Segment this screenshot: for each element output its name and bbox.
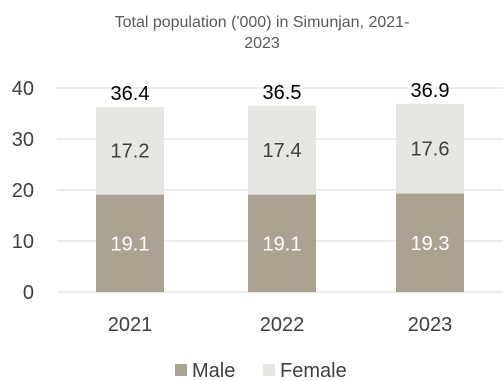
data-label-female-2021: 17.2 [111,141,150,163]
legend-swatch-female [263,364,275,376]
x-axis: 2021 2022 2023 [108,314,453,336]
y-axis: 0 10 20 30 40 [12,78,34,304]
y-tick-label: 30 [12,129,34,151]
data-label-female-2023: 17.6 [411,139,450,161]
bars: 19.1 17.2 36.4 19.1 17.4 36.5 19.3 17.6 36.9 [96,80,464,292]
chart-title-line-2: 2023 [244,35,280,52]
bar-female-2023 [396,103,464,194]
bar-female-2022 [248,105,316,195]
bar-male-2021 [96,194,164,292]
total-label-2021: 36.4 [111,83,150,105]
data-label-male-2023: 19.3 [411,233,450,255]
legend-label-female: Female [280,360,347,381]
y-tick-label: 40 [12,78,34,100]
bar-female-2021 [96,106,164,195]
bar-male-2022 [248,194,316,292]
total-label-2022: 36.5 [263,82,302,104]
x-tick-label: 2022 [260,314,305,336]
data-label-male-2022: 19.1 [263,233,302,255]
y-tick-label: 10 [12,231,34,253]
data-label-male-2021: 19.1 [111,233,150,255]
data-label-female-2022: 17.4 [263,140,302,162]
bar-male-2023 [396,193,464,292]
legend-label-male: Male [192,360,235,381]
y-tick-label: 0 [23,282,34,304]
x-tick-label: 2021 [108,314,153,336]
total-label-2023: 36.9 [411,80,450,102]
y-tick-label: 20 [12,180,34,202]
x-tick-label: 2023 [408,314,453,336]
legend: Male Female [175,360,347,381]
legend-swatch-male [175,364,187,376]
chart-title-line-1: Total population ('000) in Simunjan, 202… [115,14,410,31]
